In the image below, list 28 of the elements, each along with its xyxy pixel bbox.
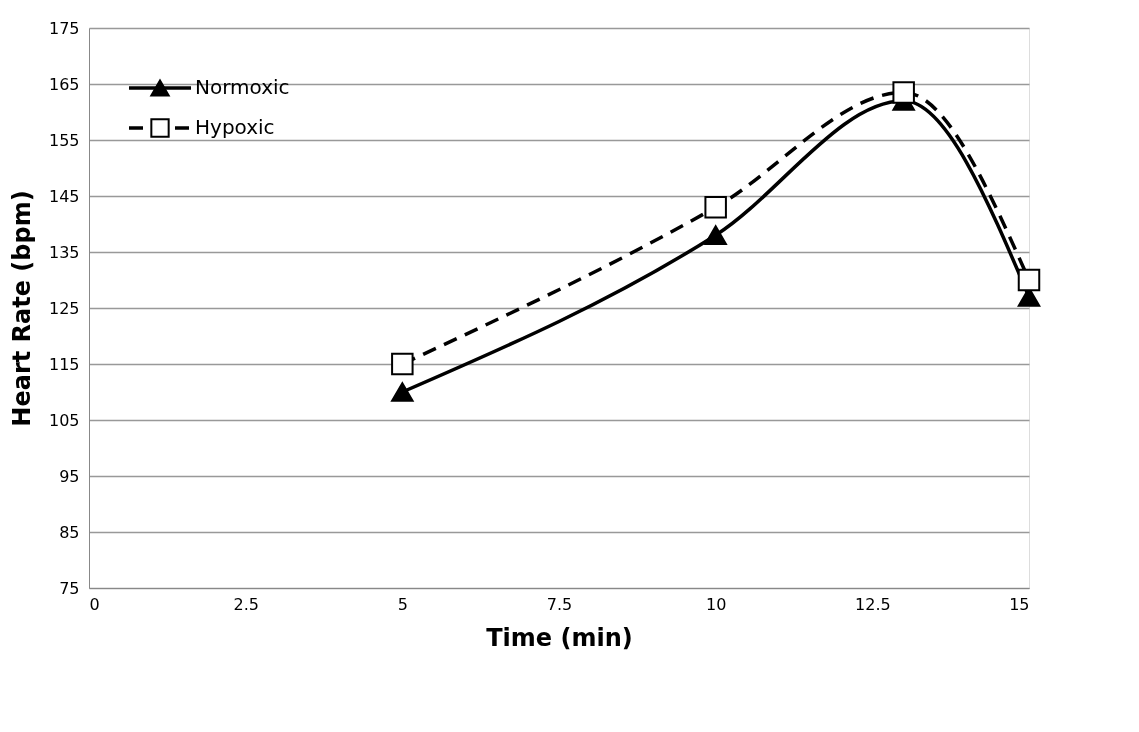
point: [892, 81, 915, 104]
x-axis-title: Time (min): [486, 623, 633, 652]
point: [391, 382, 414, 402]
y-tick-label: 105: [48, 410, 80, 430]
y-tick-label: 115: [48, 354, 80, 374]
x-tick-label: 5: [397, 594, 408, 614]
y-tick-label: 125: [48, 298, 80, 318]
x-tick-label: 2.5: [233, 594, 259, 614]
y-tick-label: 155: [48, 130, 80, 150]
legend-label: Hypoxic: [195, 115, 275, 139]
y-tick-label: 85: [59, 522, 80, 542]
y-tick-label: 175: [48, 18, 80, 38]
x-tick-label: 0: [89, 594, 100, 614]
point: [704, 225, 727, 246]
y-tick-label: 135: [48, 242, 80, 262]
y-tick-label: 75: [59, 578, 80, 598]
x-tick-label: 7.5: [546, 594, 573, 614]
point: [391, 352, 414, 376]
point: [704, 195, 727, 219]
y-tick-label: 145: [48, 186, 80, 206]
point: [1017, 268, 1041, 292]
y-tick-label: 95: [59, 466, 80, 486]
y-tick-label: 165: [48, 74, 80, 94]
y-axis-title: Heart Rate (bpm): [7, 190, 36, 427]
x-tick-label: 12.5: [855, 594, 891, 614]
x-tick-label: 15: [1009, 594, 1030, 614]
x-tick-label: 10: [705, 594, 727, 614]
legend-label: Normoxic: [195, 75, 290, 99]
